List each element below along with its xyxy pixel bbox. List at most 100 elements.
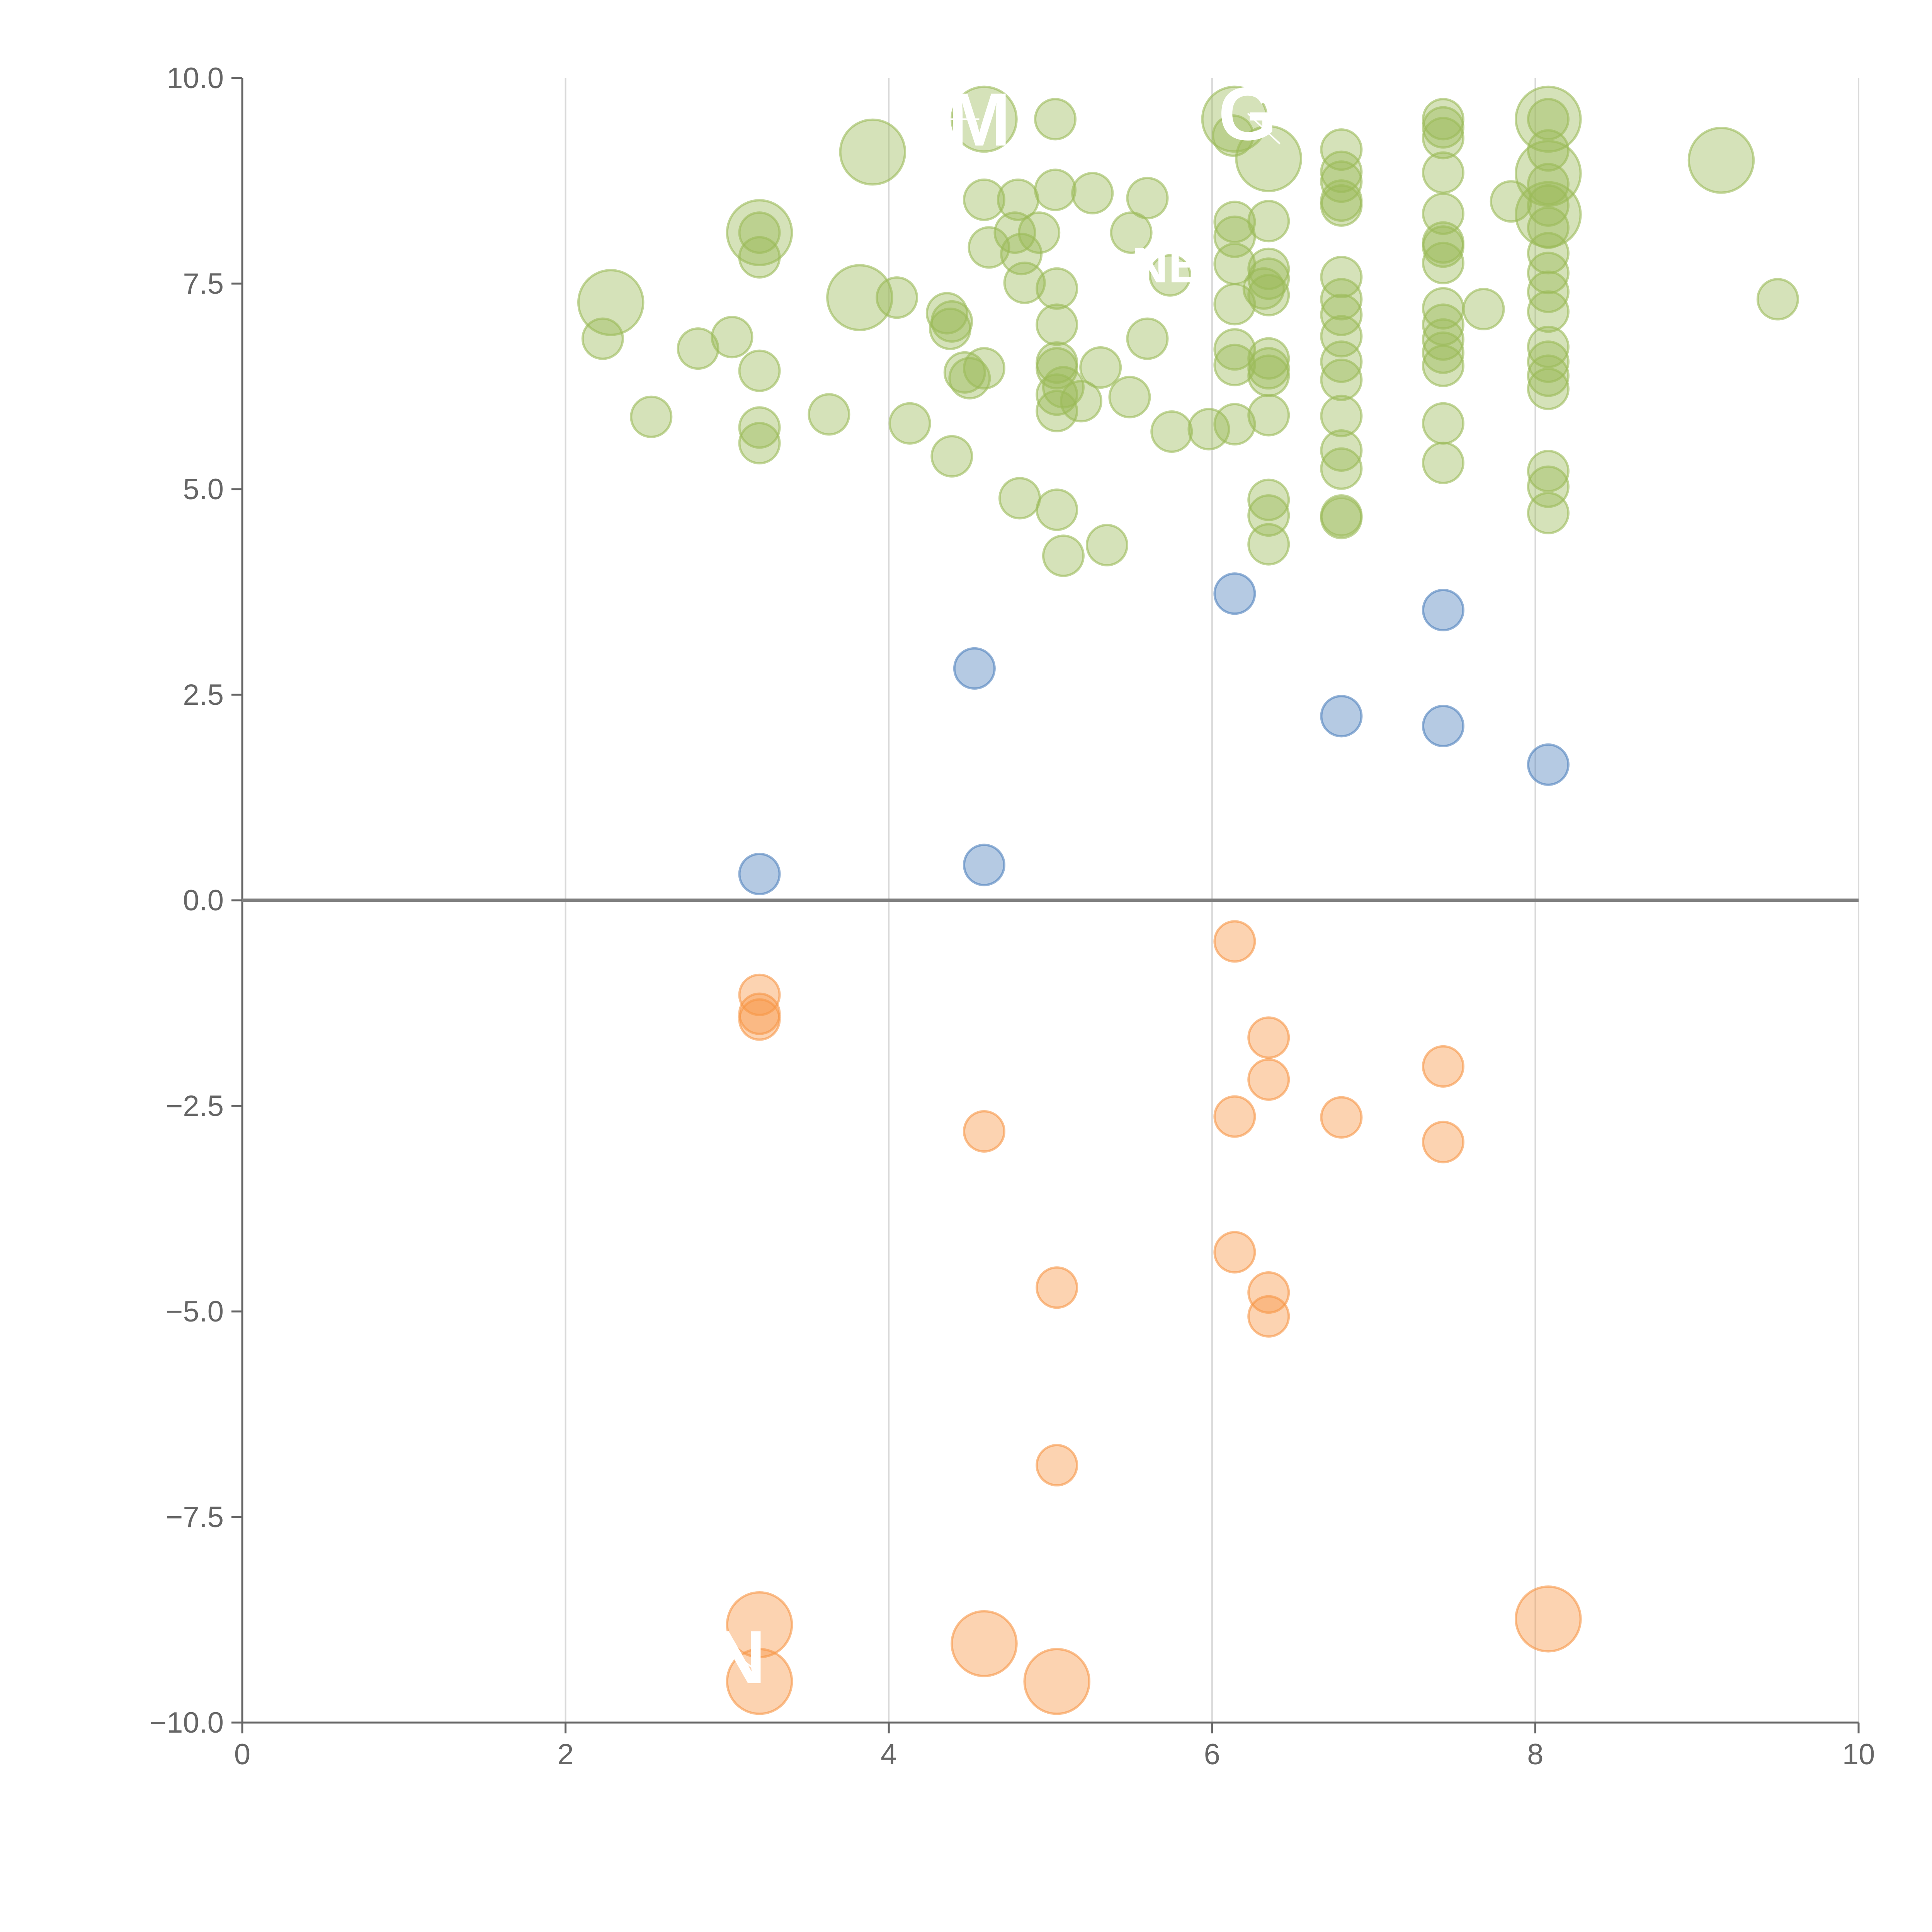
positive-point bbox=[1235, 125, 1302, 192]
annotation-leader bbox=[1247, 113, 1281, 145]
positive-point bbox=[1247, 523, 1290, 566]
positive-point bbox=[1422, 192, 1464, 235]
positive-point bbox=[1085, 524, 1128, 566]
bubble-labels: M G N NJ NE bbox=[711, 72, 1503, 1699]
positive-point bbox=[1079, 346, 1122, 389]
negative-point bbox=[1213, 1095, 1256, 1138]
negative-point bbox=[1247, 1271, 1290, 1314]
positive-point bbox=[1422, 344, 1464, 387]
negative-point bbox=[1422, 1121, 1464, 1163]
positive-point bbox=[1213, 201, 1256, 243]
positive-point bbox=[738, 406, 781, 449]
x-tick-label: 4 bbox=[881, 1738, 897, 1771]
positive-point bbox=[1042, 534, 1085, 577]
positive-point bbox=[1187, 408, 1230, 451]
positive-point bbox=[1422, 242, 1464, 284]
neutral-point bbox=[963, 844, 1005, 886]
x-tick-label: 6 bbox=[1204, 1738, 1220, 1771]
positive-point bbox=[1320, 447, 1363, 490]
positive-point bbox=[1034, 98, 1077, 141]
axes: 0 2 4 6 8 10 10.0 7.5 5.0 2.5 0.0 −2.5 −5.0 −7.5 −10.0 bbox=[150, 62, 1875, 1771]
x-tick-label: 10 bbox=[1842, 1738, 1875, 1771]
positive-point bbox=[930, 300, 973, 343]
positive-point bbox=[1213, 344, 1256, 386]
neutral-point bbox=[1213, 572, 1256, 615]
positive-point bbox=[1527, 492, 1570, 534]
positive-point bbox=[1018, 211, 1061, 254]
positive-point bbox=[1320, 160, 1363, 203]
positive-point bbox=[826, 264, 893, 331]
negative-point bbox=[1247, 1016, 1290, 1059]
positive-point bbox=[1247, 478, 1290, 521]
positive-point bbox=[1527, 354, 1570, 397]
positive-point bbox=[1515, 85, 1582, 153]
annotation-label: G bbox=[1218, 72, 1277, 156]
positive-point bbox=[1422, 331, 1464, 374]
negative-point bbox=[1023, 1648, 1090, 1715]
y-tick-label: 2.5 bbox=[183, 679, 224, 711]
positive-point bbox=[1422, 402, 1464, 445]
positive-point bbox=[998, 477, 1041, 520]
negative-point bbox=[738, 992, 781, 1035]
y-tick-label: 0.0 bbox=[183, 884, 224, 917]
positive-point bbox=[1110, 211, 1153, 254]
positive-point bbox=[1201, 85, 1269, 153]
positive-point bbox=[1527, 290, 1570, 333]
negative-point bbox=[1320, 1096, 1363, 1139]
positive-point bbox=[1320, 497, 1363, 539]
negative-point bbox=[951, 1610, 1018, 1677]
positive-point bbox=[1527, 98, 1570, 141]
positive-point bbox=[1527, 367, 1570, 410]
positive-point bbox=[1126, 317, 1169, 360]
negative-point bbox=[1213, 1231, 1256, 1274]
positive-point bbox=[968, 226, 1010, 269]
x-tick-label: 0 bbox=[234, 1738, 250, 1771]
positive-point bbox=[1247, 200, 1290, 243]
positive-point bbox=[1320, 340, 1363, 383]
negative-point bbox=[1036, 1266, 1078, 1309]
positive-point bbox=[1320, 358, 1363, 401]
positive-point bbox=[1320, 429, 1363, 472]
y-tick-label: −7.5 bbox=[166, 1501, 224, 1534]
positive-point bbox=[1003, 261, 1046, 304]
positive-point bbox=[1247, 394, 1290, 437]
y-tick-label: 7.5 bbox=[183, 267, 224, 300]
positive-point bbox=[630, 395, 673, 438]
positive-point bbox=[1320, 184, 1363, 227]
positive-point bbox=[839, 118, 906, 186]
positive-point bbox=[1247, 337, 1290, 380]
positive-point bbox=[1247, 354, 1290, 397]
positive-point bbox=[1320, 293, 1363, 336]
x-tick-label: 2 bbox=[557, 1738, 573, 1771]
positive-point bbox=[1247, 274, 1290, 316]
positive-point bbox=[808, 393, 850, 436]
neutral-point bbox=[1422, 588, 1464, 631]
positive-point bbox=[1422, 151, 1464, 194]
positive-point bbox=[1320, 315, 1363, 358]
negative-point bbox=[963, 1110, 1005, 1153]
negative-point bbox=[1422, 1045, 1464, 1088]
positive-point bbox=[1126, 177, 1169, 219]
annotation-label: N bbox=[711, 1615, 766, 1699]
positive-point bbox=[1527, 163, 1570, 206]
negative-point bbox=[1247, 1058, 1290, 1101]
negative-point bbox=[726, 1648, 793, 1715]
positive-point bbox=[1527, 450, 1570, 493]
positive-point bbox=[1422, 441, 1464, 484]
positive-point bbox=[1687, 127, 1755, 194]
positive-point bbox=[726, 199, 793, 266]
positive-point bbox=[876, 276, 918, 319]
positive-point bbox=[1320, 150, 1363, 193]
y-tick-label: −5.0 bbox=[166, 1295, 224, 1328]
positive-point bbox=[1036, 267, 1078, 310]
neutral-point bbox=[738, 852, 781, 895]
positive-point bbox=[963, 347, 1005, 390]
positive-point bbox=[677, 327, 719, 370]
positive-point bbox=[1150, 410, 1193, 453]
positive-point bbox=[738, 422, 781, 464]
positive-point bbox=[1247, 257, 1290, 300]
positive-point bbox=[888, 402, 931, 445]
positive-point bbox=[1034, 168, 1077, 211]
